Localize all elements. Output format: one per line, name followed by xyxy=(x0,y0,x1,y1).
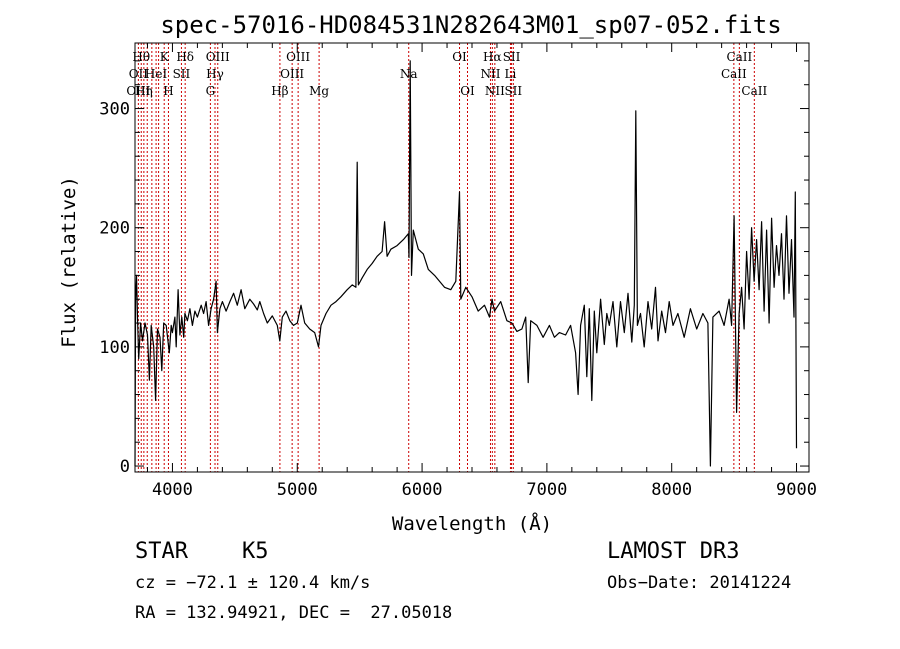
spectral-line-label: NII xyxy=(480,67,500,81)
spectrum-series xyxy=(134,60,798,467)
sky-coordinates: RA = 132.94921, DEC = 27.05018 xyxy=(135,603,453,623)
spectral-line-label: OIII xyxy=(280,67,304,81)
x-tick-label: 9000 xyxy=(776,480,817,500)
spectral-line-label: OIII xyxy=(126,84,150,98)
y-tick-label: 0 xyxy=(120,457,130,477)
spectral-line-label: OI xyxy=(460,84,475,98)
x-axis: 4000 5000 6000 7000 8000 9000 xyxy=(146,43,817,500)
spectral-line-label: Hη xyxy=(135,84,153,98)
spectral-line-label: OIII xyxy=(286,50,310,64)
spectral-line-label: Li xyxy=(505,67,517,81)
chart-title: spec-57016-HD084531N282643M01_sp07-052.f… xyxy=(160,11,781,39)
survey-name: LAMOST DR3 xyxy=(607,539,740,564)
redshift-velocity: cz = −72.1 ± 120.4 km/s xyxy=(135,573,371,593)
spectral-line-markers xyxy=(137,43,755,472)
spectral-line-label: HeI xyxy=(145,67,168,81)
spectral-line-label: SII xyxy=(503,50,521,64)
spectral-line-label: Na xyxy=(400,67,418,81)
spectral-line-label: OII xyxy=(129,67,149,81)
spectral-line-label: Hα xyxy=(483,50,502,64)
spectral-line-label: CaII xyxy=(721,67,747,81)
x-tick-label: 5000 xyxy=(277,480,318,500)
spectral-line-label: CaII xyxy=(741,84,767,98)
object-class: STAR xyxy=(135,539,188,564)
x-tick-label: 4000 xyxy=(152,480,193,500)
spectral-line-label: NII xyxy=(485,84,505,98)
spectral-line-label: H xyxy=(163,84,173,98)
plot-frame xyxy=(134,42,810,473)
observation-date: Obs−Date: 20141224 xyxy=(607,573,792,593)
y-axis-label: Flux (relative) xyxy=(58,176,80,348)
spectral-line-label: CaII xyxy=(726,50,752,64)
x-tick-label: 6000 xyxy=(402,480,443,500)
y-tick-label: 100 xyxy=(99,338,130,358)
spectral-line-label: Hδ xyxy=(176,50,194,64)
spectral-line-label: OI xyxy=(452,50,467,64)
spectral-line-label: OIII xyxy=(206,50,230,64)
y-tick-label: 200 xyxy=(99,219,130,239)
spectral-line-label: Hβ xyxy=(271,84,288,98)
spectral-line-label: SII xyxy=(504,84,522,98)
spectral-line-label: Mg xyxy=(309,84,329,98)
x-tick-label: 7000 xyxy=(526,480,567,500)
spectral-line-label: G xyxy=(206,84,216,98)
object-subclass: K5 xyxy=(242,539,269,564)
spectral-line-label: Hγ xyxy=(206,67,224,81)
spectral-line-labels: OIIOIIIHθHηHeIKHSIIHδGHγOIIIHβOIIIOIIIMg… xyxy=(126,50,767,98)
y-axis: 0 100 200 300 xyxy=(99,60,809,477)
spectral-line-label: SII xyxy=(173,67,191,81)
y-tick-label: 300 xyxy=(99,100,130,120)
x-tick-label: 8000 xyxy=(651,480,692,500)
spectral-line-label: K xyxy=(160,50,170,64)
x-axis-label: Wavelength (Å) xyxy=(392,512,552,535)
